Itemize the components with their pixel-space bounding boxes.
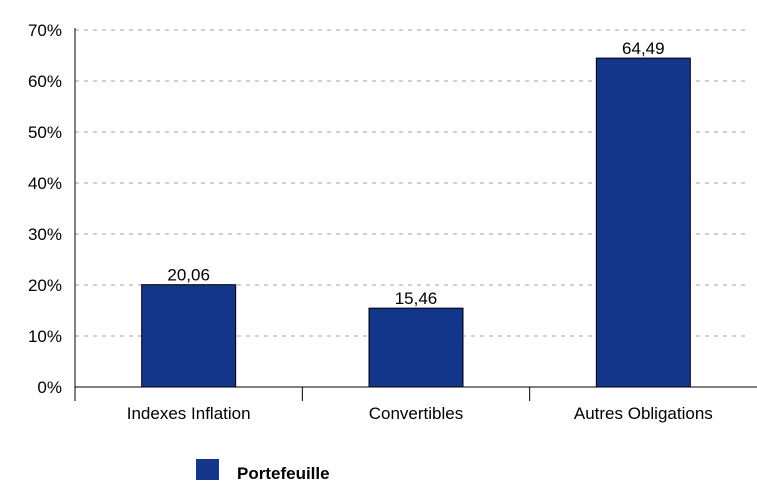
bar: [368, 307, 464, 388]
y-tick-label: 10%: [28, 327, 62, 346]
data-label: 20,06: [167, 266, 210, 285]
y-tick-label: 0%: [37, 378, 62, 397]
y-tick-label: 40%: [28, 174, 62, 193]
y-tick-label: 20%: [28, 276, 62, 295]
y-tick-label: 30%: [28, 225, 62, 244]
x-tick-label: Indexes Inflation: [127, 404, 251, 423]
legend-swatch-portefeuille: [196, 459, 219, 480]
legend-label-portefeuille: Portefeuille: [237, 464, 330, 481]
legend: Portefeuille: [196, 459, 330, 483]
bar: [595, 57, 691, 388]
y-tick-label: 60%: [28, 72, 62, 91]
bars: [141, 57, 691, 388]
data-label: 15,46: [395, 289, 438, 308]
labels: 0% 10% 20% 30% 40% 50% 60% 70% 20,06 Indexes Infl…: [28, 21, 713, 423]
x-tick-label: Autres Obligations: [574, 404, 713, 423]
x-tick-label: Convertibles: [369, 404, 464, 423]
y-tick-label: 50%: [28, 123, 62, 142]
bar: [141, 284, 237, 388]
y-tick-label: 70%: [28, 21, 62, 40]
data-label: 64,49: [622, 39, 665, 58]
